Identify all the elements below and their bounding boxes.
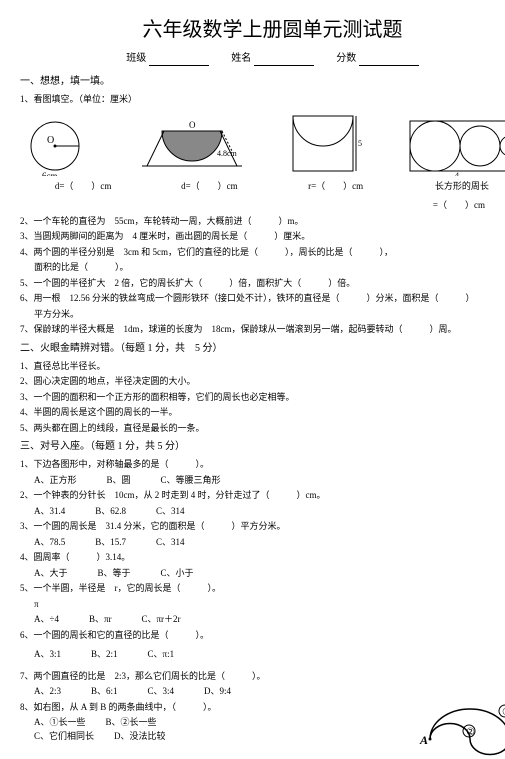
- q3-1: 1、下边各图形中，对称轴最多的是（ ）。: [20, 458, 505, 472]
- header-line: 班级 姓名 分数: [20, 51, 505, 66]
- fig1-dim: 6cm: [42, 171, 58, 176]
- q3-3-opts: A、78.5 B、15.7 C、314: [34, 536, 505, 550]
- q8-A: A: [419, 733, 428, 747]
- figlabel-a: d=（ ）cm: [20, 180, 146, 194]
- q3-4-opts: A、大于 B、等于 C、小于: [34, 567, 505, 581]
- fig-3: 5: [283, 111, 363, 176]
- q3-6: 6、一个圆的周长和它的直径的比是（ ）。: [20, 629, 505, 643]
- section-1-heading: 一、想想，填一填。: [20, 74, 505, 89]
- q3-6-b: B、2:1: [91, 648, 118, 662]
- q3-2-b: B、62.8: [95, 505, 126, 519]
- q3-8-figure: ① ② A B: [415, 689, 505, 759]
- figlabel-b: d=（ ）cm: [146, 180, 272, 194]
- q3-5-b: B、πr: [89, 613, 112, 627]
- q3-4-c: C、小于: [161, 567, 194, 581]
- q1-7: 7、保龄球的半径大概是 1dm，球道的长度为 18cm，保龄球从一端滚到另一端，…: [20, 323, 505, 337]
- q1-2: 2、一个车轮的直径为 55cm，车轮转动一周，大概前进（ ）m。: [20, 215, 505, 229]
- q2-3: 3、一个圆的面积和一个正方形的面积相等，它们的周长也必定相等。: [20, 391, 505, 405]
- svg-text:4: 4: [455, 171, 459, 176]
- q2-5: 5、两头都在圆上的线段，直径是最长的一条。: [20, 422, 505, 436]
- svg-text:5: 5: [358, 139, 362, 148]
- class-blank: [149, 53, 209, 66]
- q8-label-2: ②: [466, 727, 475, 738]
- figlabel-c: r=（ ）cm: [273, 180, 399, 194]
- q3-8-c: C、它们相同长: [34, 730, 94, 744]
- q3-7-c: C、3:4: [148, 685, 175, 699]
- q3-4: 4、圆周率（ ）3.14。: [20, 551, 505, 565]
- q3-5-pi: π: [34, 598, 505, 612]
- q3-2-opts: A、31.4 B、62.8 C、314: [34, 505, 505, 519]
- q2-1: 1、直径总比半径长。: [20, 360, 505, 374]
- q3-3-c: C、314: [156, 536, 185, 550]
- q3-3-a: A、78.5: [34, 536, 65, 550]
- q3-7: 7、两个圆直径的比是 2:3，那么它们周长的比是（ ）。: [20, 670, 505, 684]
- name-label: 姓名: [231, 53, 251, 64]
- name-blank: [254, 53, 314, 66]
- q3-7-a: A、2:3: [34, 685, 61, 699]
- q3-7-b: B、6:1: [91, 685, 118, 699]
- class-label: 班级: [126, 53, 146, 64]
- q1-3: 3、当圆规两脚间的距离为 4 厘米时，画出圆的周长是（ ）厘米。: [20, 230, 505, 244]
- q1-5: 5、一个圆的半径扩大 2 倍，它的周长扩大（ ）倍，面积扩大（ ）倍。: [20, 277, 505, 291]
- q3-8-opts-ab: A、①长一些 B、②长一些: [34, 716, 415, 730]
- q3-1-c: C、等腰三角形: [161, 474, 221, 488]
- q3-8-b: B、②长一些: [106, 716, 157, 730]
- q3-6-opts: A、3:1 B、2:1 C、π:1: [34, 648, 505, 662]
- q3-1-opts: A、正方形 B、圆 C、等腰三角形: [34, 474, 505, 488]
- q3-8-d: D、没法比较: [114, 730, 166, 744]
- fig-2: O 4.8cm: [142, 116, 242, 176]
- q3-5-a: A、÷4: [34, 613, 59, 627]
- fig-labels: d=（ ）cm d=（ ）cm r=（ ）cm 长方形的周长: [20, 180, 505, 194]
- figlabel-d: 长方形的周长: [399, 180, 505, 194]
- q3-1-a: A、正方形: [34, 474, 77, 488]
- q3-2-a: A、31.4: [34, 505, 65, 519]
- q3-8-a: A、①长一些: [34, 716, 86, 730]
- fig2-dim: 4.8cm: [217, 149, 238, 158]
- q3-2-c: C、314: [156, 505, 185, 519]
- q1-4b: 面积的比是（ ）。: [34, 261, 505, 275]
- q3-2: 2、一个钟表的分针长 10cm，从 2 时走到 4 时，分针走过了（ ）cm。: [20, 489, 505, 503]
- fig2-O: O: [189, 120, 196, 130]
- q1-1: 1、看图填空。（单位：厘米）: [20, 93, 505, 107]
- q3-5: 5、一个半圆，半径是 r，它的周长是（ ）。: [20, 582, 505, 596]
- q3-3: 3、一个圆的周长是 31.4 分米，它的面积是（ ）平方分米。: [20, 520, 505, 534]
- q3-1-b: B、圆: [107, 474, 131, 488]
- q2-2: 2、圆心决定圆的地点，半径决定圆的大小。: [20, 375, 505, 389]
- figlabel-d2: =（ ）cm: [20, 199, 485, 213]
- q3-6-a: A、3:1: [34, 648, 61, 662]
- section-3-heading: 三、对号入座。（每题 1 分，共 5 分）: [20, 439, 505, 454]
- q3-7-d: D、9:4: [204, 685, 231, 699]
- q1-6b: 平方分米。: [34, 308, 505, 322]
- q3-8-opts-cd: C、它们相同长 D、没法比较: [34, 730, 415, 744]
- fig-1: O 6cm: [20, 116, 100, 176]
- figure-row: O 6cm O 4.8cm 5 4: [20, 111, 505, 176]
- q3-4-b: B、等于: [98, 567, 131, 581]
- score-label: 分数: [336, 53, 356, 64]
- q3-6-c: C、π:1: [148, 648, 175, 662]
- score-blank: [359, 53, 419, 66]
- q1-6a: 6、用一根 12.56 分米的铁丝弯成一个圆形铁环（接口处不计），铁环的直径是（…: [20, 292, 505, 306]
- q3-3-b: B、15.7: [95, 536, 126, 550]
- q2-4: 4、半圆的周长是这个圆的周长的一半。: [20, 406, 505, 420]
- fig1-O: O: [47, 135, 54, 146]
- q3-5-c: C、πr＋2r: [142, 613, 181, 627]
- q3-5-opts: A、÷4 B、πr C、πr＋2r: [34, 613, 505, 627]
- section-2-heading: 二、火眼金睛辨对错。（每题 1 分，共 5 分）: [20, 341, 505, 356]
- q3-4-a: A、大于: [34, 567, 68, 581]
- fig-4: 4: [405, 116, 505, 176]
- page-title: 六年级数学上册圆单元测试题: [20, 15, 505, 45]
- q1-4a: 4、两个圆的半径分别是 3cm 和 5cm，它们的直径的比是（ ），周长的比是（…: [20, 246, 505, 260]
